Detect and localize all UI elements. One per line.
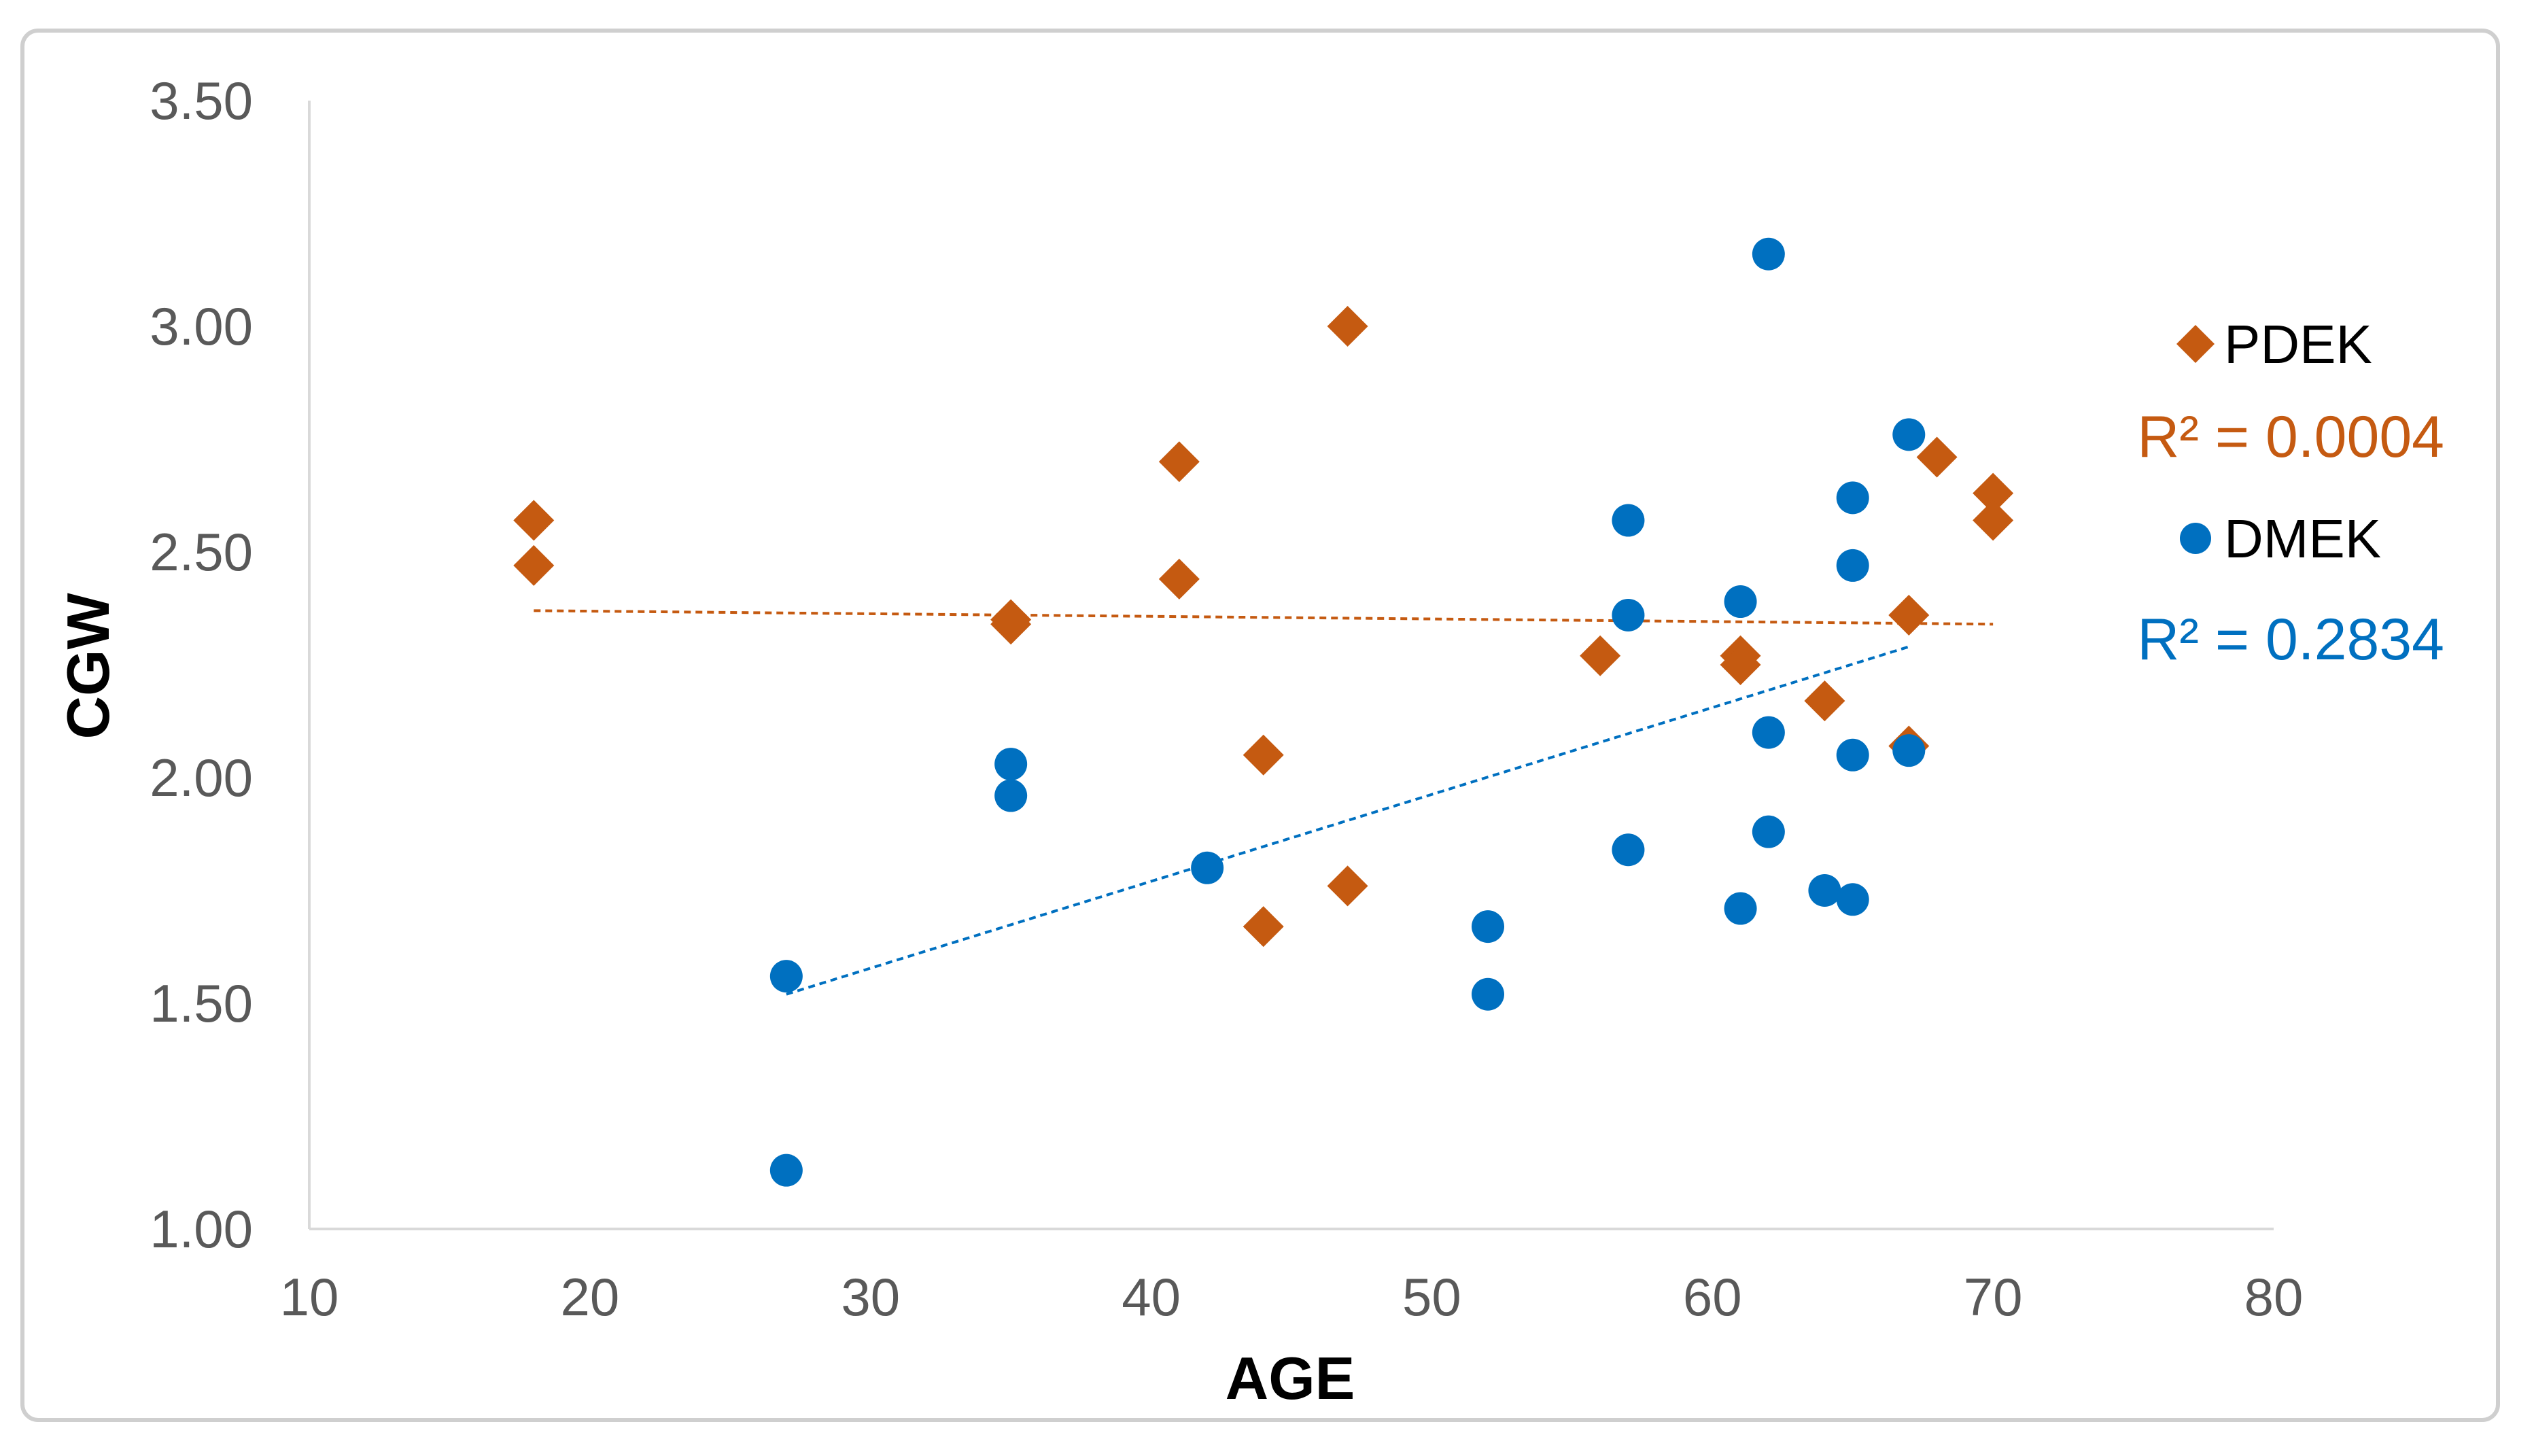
point-pdek [1888, 594, 1930, 636]
x-tick-label: 70 [1964, 1267, 2023, 1327]
point-pdek [513, 500, 555, 541]
y-tick-label: 3.00 [150, 296, 253, 356]
r2-label-dmek: R² = 0.2834 [2137, 607, 2444, 672]
point-dmek [1612, 598, 1645, 631]
x-tick-labels: 10 20 30 40 50 60 70 80 [280, 1267, 2304, 1327]
point-dmek [1472, 910, 1504, 943]
point-dmek [1612, 504, 1645, 537]
point-dmek [1836, 883, 1869, 916]
legend-label-dmek: DMEK [2224, 508, 2381, 569]
point-pdek [1158, 441, 1200, 483]
x-tick-label: 40 [1122, 1267, 1181, 1327]
legend: PDEK R² = 0.0004 DMEK R² = 0.2834 [2137, 314, 2444, 672]
point-pdek [1916, 436, 1958, 478]
trendlines [534, 609, 1994, 996]
point-pdek [1720, 644, 1761, 685]
x-tick-label: 80 [2244, 1267, 2304, 1327]
point-dmek [1836, 549, 1869, 582]
point-dmek [1752, 716, 1785, 749]
point-pdek [1580, 635, 1621, 676]
x-tick-label: 30 [841, 1267, 900, 1327]
x-tick-label: 10 [280, 1267, 339, 1327]
point-pdek [1327, 865, 1368, 907]
legend-entry-pdek: PDEK [2176, 314, 2372, 375]
point-dmek [1191, 851, 1224, 884]
trendline-pdek [534, 609, 1994, 626]
y-tick-label: 3.50 [150, 71, 253, 131]
x-tick-label: 20 [560, 1267, 619, 1327]
point-dmek [1472, 977, 1504, 1011]
point-pdek [513, 544, 555, 586]
point-dmek [1836, 738, 1869, 772]
point-dmek [994, 748, 1028, 781]
x-axis-title: AGE [1226, 1345, 1355, 1412]
r2-label-pdek: R² = 0.0004 [2137, 404, 2444, 470]
legend-marker-pdek-diamond [2176, 325, 2215, 363]
point-pdek [1973, 500, 2014, 541]
point-dmek [1724, 585, 1757, 619]
y-axis-title: CGW [54, 593, 122, 739]
y-tick-label: 1.00 [150, 1199, 253, 1259]
point-dmek [1612, 833, 1645, 867]
data-points [513, 237, 2014, 1187]
point-dmek [769, 960, 803, 993]
point-dmek [1752, 815, 1785, 848]
point-dmek [1724, 892, 1757, 925]
point-dmek [1752, 237, 1785, 271]
point-pdek [1158, 558, 1200, 600]
chart-frame [20, 29, 2500, 1422]
legend-label-pdek: PDEK [2224, 314, 2372, 375]
point-pdek [1243, 734, 1284, 776]
x-tick-label: 60 [1683, 1267, 1742, 1327]
trendline-dmek [786, 645, 1909, 996]
y-tick-label: 2.50 [150, 522, 253, 582]
point-pdek [1243, 906, 1284, 948]
point-pdek [1327, 306, 1368, 347]
legend-marker-dmek-circle [2180, 523, 2211, 554]
point-dmek [1836, 481, 1869, 515]
point-pdek [1804, 680, 1845, 722]
point-dmek [1892, 418, 1926, 451]
point-pdek [990, 604, 1032, 645]
point-dmek [1892, 734, 1926, 767]
point-pdek [1973, 472, 2014, 514]
axes [308, 101, 2274, 1230]
y-tick-label: 1.50 [150, 973, 253, 1033]
point-dmek [769, 1154, 803, 1187]
y-tick-label: 2.00 [150, 748, 253, 808]
x-tick-label: 50 [1402, 1267, 1461, 1327]
point-dmek [1808, 874, 1841, 907]
y-tick-labels: 1.00 1.50 2.00 2.50 3.00 3.50 [150, 71, 253, 1259]
legend-entry-dmek: DMEK [2180, 508, 2381, 569]
point-dmek [994, 779, 1028, 812]
